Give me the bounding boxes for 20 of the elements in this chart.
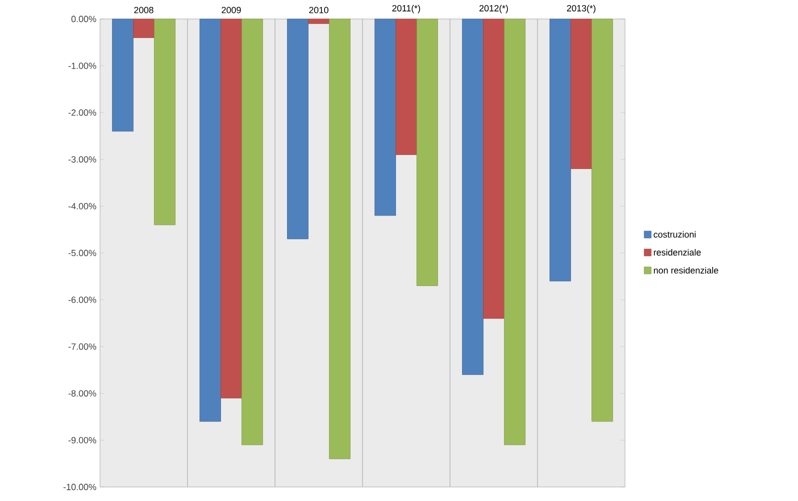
y-tick-label: -8.00%	[68, 390, 96, 397]
x-tick-label: 2008	[134, 6, 154, 14]
x-tick-label: 2009	[222, 6, 241, 14]
x-tick-label: 2010	[309, 6, 328, 14]
y-tick-label: -3.00%	[68, 156, 96, 163]
legend-label: costruzioni	[654, 231, 696, 238]
y-tick-label: 0.00%	[71, 16, 96, 22]
y-tick-label: -5.00%	[68, 250, 96, 256]
y-tick-label: -2.00%	[68, 109, 96, 116]
legend-label: non residenziale	[654, 266, 718, 274]
y-tick-label: -10.00%	[64, 484, 96, 490]
y-tick-label: -7.00%	[68, 343, 96, 350]
x-tick-label: 2012(*)	[480, 4, 508, 14]
x-tick-label: 2011(*)	[392, 4, 420, 14]
x-tick-label: 2013(*)	[567, 4, 596, 14]
y-tick-label: -6.00%	[68, 296, 96, 303]
y-tick-label: -1.00%	[68, 62, 96, 69]
legend-label: residenziale	[654, 248, 701, 256]
y-tick-label: -9.00%	[68, 437, 96, 444]
y-tick-label: -4.00%	[68, 203, 96, 210]
